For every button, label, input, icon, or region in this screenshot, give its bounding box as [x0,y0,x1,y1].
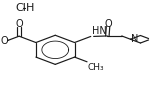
Text: N: N [131,34,139,44]
Text: O: O [104,19,112,29]
Text: HN: HN [92,26,106,36]
Text: CH₃: CH₃ [88,64,104,72]
Text: Cl: Cl [15,3,26,13]
Text: O: O [0,36,8,46]
Text: O: O [15,19,23,29]
Text: H: H [26,3,35,13]
